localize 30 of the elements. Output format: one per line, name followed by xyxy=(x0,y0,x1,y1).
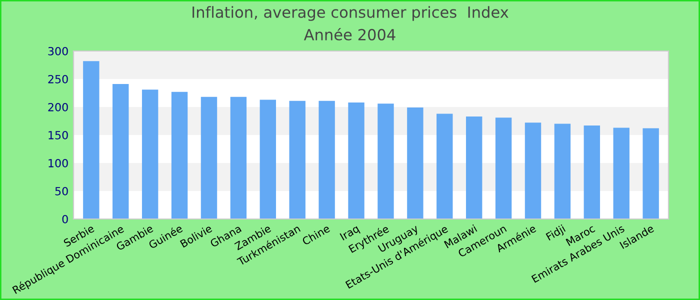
y-tick-label: 150 xyxy=(48,130,68,140)
y-tick-label: 0 xyxy=(62,214,68,224)
y-tick-label: 50 xyxy=(55,186,68,196)
bar xyxy=(554,124,571,219)
bar xyxy=(112,84,129,219)
bar xyxy=(348,102,364,219)
chart-subtitle: Année 2004 xyxy=(304,28,396,40)
bar xyxy=(171,92,188,219)
bar xyxy=(613,128,630,219)
bar xyxy=(642,128,659,219)
y-tick-label: 250 xyxy=(48,74,68,84)
bar xyxy=(407,108,424,219)
x-tick-label: Fidji xyxy=(546,224,567,242)
bar xyxy=(466,116,482,219)
bar xyxy=(200,96,218,219)
bar xyxy=(318,100,335,219)
bar xyxy=(584,125,600,219)
y-tick-label: 300 xyxy=(48,46,68,56)
y-tick-label: 200 xyxy=(48,102,68,112)
bar xyxy=(142,90,158,219)
bar xyxy=(378,104,394,219)
y-tick-label: 100 xyxy=(48,158,68,168)
bar xyxy=(495,118,512,219)
bar xyxy=(230,96,247,219)
chart-title: Inflation, average consumer prices Index xyxy=(192,6,508,21)
bar xyxy=(260,100,276,219)
bar xyxy=(436,114,453,219)
bar xyxy=(524,122,542,219)
bar xyxy=(289,100,306,219)
bar xyxy=(83,61,100,219)
